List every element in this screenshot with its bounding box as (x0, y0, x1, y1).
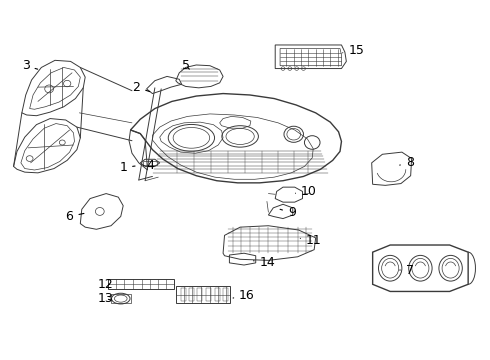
Text: 4: 4 (144, 159, 154, 172)
Text: 7: 7 (400, 264, 414, 276)
Text: 16: 16 (233, 288, 255, 302)
Text: 3: 3 (22, 59, 38, 72)
Text: 8: 8 (400, 156, 414, 169)
Text: 5: 5 (182, 59, 190, 72)
Text: 15: 15 (343, 44, 364, 57)
Text: 9: 9 (280, 206, 296, 219)
Text: 6: 6 (66, 210, 84, 223)
Text: 1: 1 (119, 161, 135, 174)
Text: 10: 10 (295, 185, 317, 198)
Text: 14: 14 (254, 256, 275, 269)
Text: 11: 11 (300, 234, 321, 247)
Text: 2: 2 (132, 81, 150, 94)
Bar (143, 161, 157, 165)
Text: 13: 13 (98, 292, 114, 305)
Text: 12: 12 (98, 278, 114, 291)
